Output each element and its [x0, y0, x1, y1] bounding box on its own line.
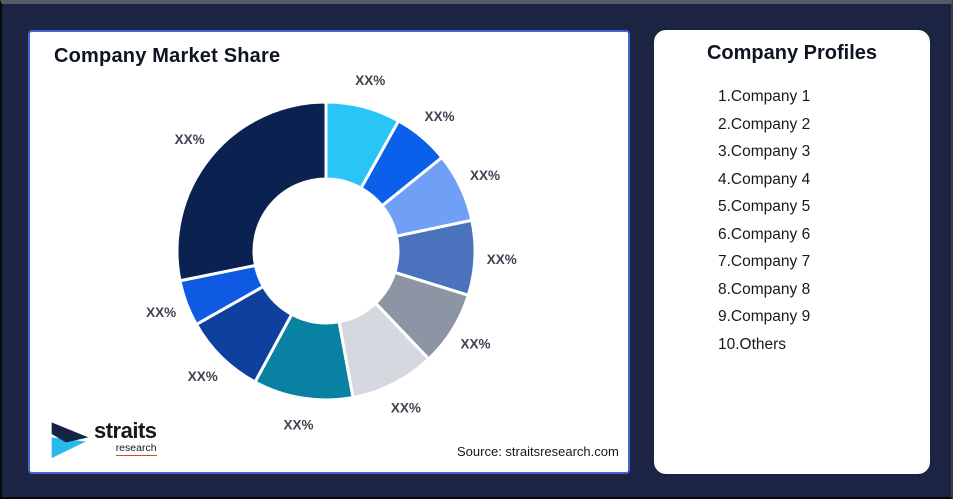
- profiles-list-item: 9.Company 9: [718, 308, 811, 325]
- donut-segment-label-6: XX%: [391, 400, 421, 415]
- profiles-list-item: 2.Company 2: [718, 115, 811, 133]
- straits-research-logo: straits research: [50, 417, 157, 461]
- profiles-list-item: 4.Company 4: [718, 170, 811, 188]
- profiles-list-item: 7.Company 7: [718, 253, 811, 270]
- donut-segment-10: [175, 100, 328, 283]
- donut-segment-label-10: XX%: [175, 132, 205, 147]
- chart-title: Company Market Share: [54, 45, 281, 67]
- profiles-list-item: 5.Company 5: [718, 198, 811, 215]
- profiles-list-item: 3.Company 3: [718, 143, 811, 160]
- donut-segment-label-2: XX%: [424, 109, 454, 124]
- donut-segment-label-7: XX%: [283, 417, 313, 432]
- logo-brand-text: straits: [94, 418, 157, 443]
- profiles-list: 1.Company 1 2.Company 2 3.Company 3 4.Co…: [654, 88, 930, 353]
- source-note: Source: straitsresearch.com: [457, 444, 619, 459]
- profiles-title: Company Profiles: [706, 42, 878, 64]
- logo-text: straits research: [94, 420, 157, 456]
- donut-segment-label-5: XX%: [460, 336, 490, 351]
- market-share-donut-chart: XX% XX% XX% XX% XX% XX% XX% XX% XX% XX%: [146, 73, 517, 432]
- profiles-list-item: 6.Company 6: [718, 225, 811, 243]
- donut-segment-label-4: XX%: [487, 252, 517, 267]
- market-share-card: Company Market Share XX% XX% XX% XX% XX% XX% X…: [28, 30, 630, 474]
- profiles-list-item: 1.Company 1: [718, 88, 811, 105]
- donut-segment-label-8: XX%: [188, 369, 218, 384]
- straits-logo-icon: [51, 422, 89, 459]
- company-profiles-card: Company Profiles 1.Company 1 2.Company 2…: [654, 30, 930, 474]
- profiles-list-item: 10.Others: [718, 335, 787, 353]
- donut-segment-label-3: XX%: [470, 168, 500, 183]
- donut-segment-label-9: XX%: [146, 305, 176, 320]
- profiles-list-item: 8.Company 8: [718, 280, 811, 298]
- donut-segment-label-1: XX%: [355, 73, 385, 88]
- logo-sub-text: research: [115, 442, 157, 456]
